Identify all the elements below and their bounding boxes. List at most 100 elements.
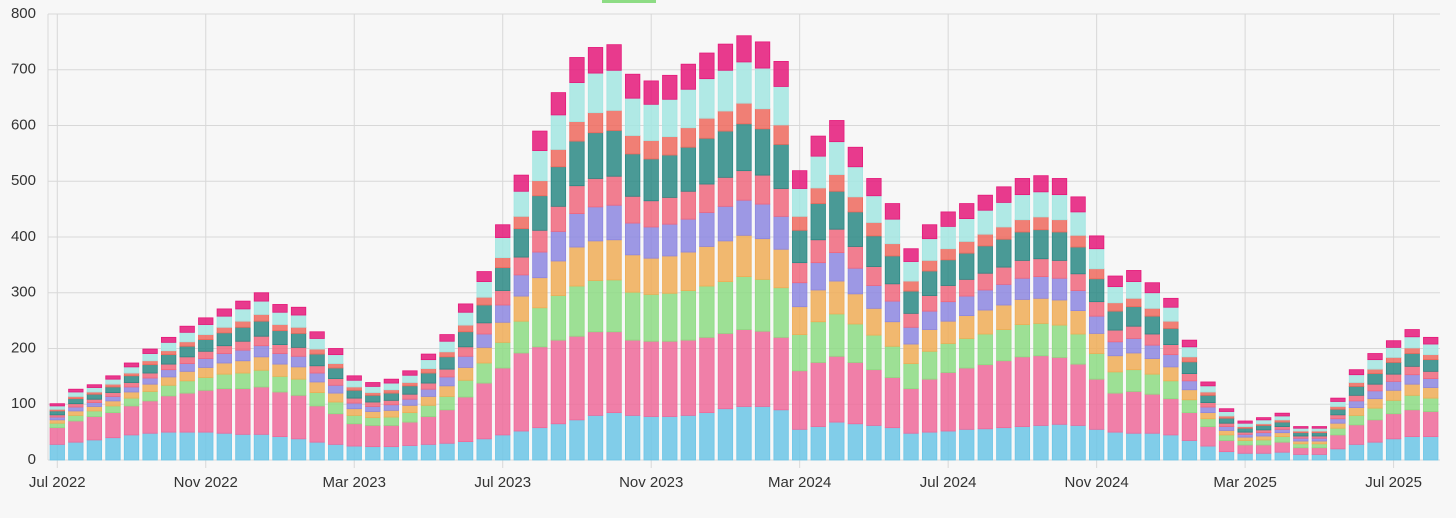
bar-segment [1051,194,1068,221]
bar-segment [903,248,919,262]
bar-segment [420,382,437,390]
bar-segment [1070,310,1086,335]
bar-segment [550,205,567,232]
bar-segment [1163,297,1179,308]
bar-segment [216,345,232,354]
bar-segment [884,243,901,257]
bar-segment [847,293,863,325]
bar-segment [1051,324,1068,358]
bar-segment [754,330,771,407]
bar-segment [1423,336,1439,345]
bar-segment [606,130,622,177]
bar-segment [216,315,232,328]
bar-segment [105,405,121,414]
bar-segment [550,295,567,341]
bar-segment [513,174,529,192]
bar-segment [86,384,103,388]
bar-segment [216,326,232,334]
bar-segment [383,404,399,411]
bar-segment [884,283,901,302]
bar-segment [1423,354,1439,361]
y-tick-label: 300 [11,284,36,301]
bar-segment [643,416,659,461]
bar-segment [884,427,901,461]
bar-segment [959,218,975,242]
bar-segment [977,245,993,274]
bar-segment [476,382,492,440]
bar-segment [346,397,362,404]
bar-segment [606,69,622,111]
bar-segment [1385,373,1402,382]
bar-segment [717,205,734,242]
bar-segment [532,229,548,253]
bar-segment [792,215,808,231]
bar-segment [1404,409,1420,437]
bar-segment [606,331,622,414]
bar-segment [884,321,901,347]
bar-segment [365,394,381,403]
bar-segment [513,274,529,297]
bar-segment [921,224,938,240]
bar-segment [1385,380,1402,391]
bar-segment [495,237,511,259]
bar-segment [1070,290,1086,311]
bar-segment [1126,306,1142,327]
bar-segment [272,330,288,345]
bar-segment [272,304,288,313]
bar-segment [476,362,492,384]
bar-segment [1200,385,1216,393]
bar-segment [921,329,938,352]
bar-segment [1126,369,1142,392]
bar-segment [643,257,659,295]
bar-segment [179,380,195,394]
bar-segment [662,136,678,156]
bar-segment [792,282,808,308]
bar-segment [1218,426,1235,431]
bar-segment [587,132,604,179]
bar-segment [253,386,270,435]
bar-segment [86,387,103,393]
bar-segment [1126,270,1142,283]
bar-segment [1107,329,1123,343]
bar-segment [328,367,344,380]
bar-segment [1385,389,1402,401]
bar-segment [606,175,622,206]
bar-segment [903,326,919,345]
bar-segment [773,215,789,250]
bar-segment [829,141,845,175]
bar-segment [309,441,325,461]
bar-segment [532,195,548,231]
bar-segment [717,130,734,178]
bar-segment [1423,397,1439,412]
bar-segment [476,322,492,335]
bar-segment [829,190,845,230]
bar-segment [773,86,789,126]
bar-segment [476,271,492,283]
bar-segment [123,391,140,399]
x-tick-label: Mar 2025 [1213,474,1276,491]
y-tick-label: 800 [11,5,36,22]
bar-segment [699,117,715,139]
bar-segment [68,410,84,416]
bar-segment [290,366,307,380]
bar-segment [625,222,641,256]
bar-segment [680,218,696,253]
bar-segment [587,178,604,208]
bar-segment [736,406,752,461]
bar-segment [328,363,344,369]
bar-segment [1404,374,1420,385]
bar-segment [1163,434,1179,461]
bar-segment [699,412,715,461]
bar-segment [161,395,177,433]
bar-segment [1051,277,1068,301]
bar-segment [495,257,511,269]
bar-segment [1107,341,1123,357]
bar-segment [829,120,845,143]
bar-segment [1385,413,1402,440]
bar-segment [383,409,399,418]
bar-segment [1330,422,1346,429]
bar-segment [142,432,158,461]
bar-segment [625,153,641,197]
bar-segment [346,389,362,399]
bar-segment [1163,328,1179,345]
